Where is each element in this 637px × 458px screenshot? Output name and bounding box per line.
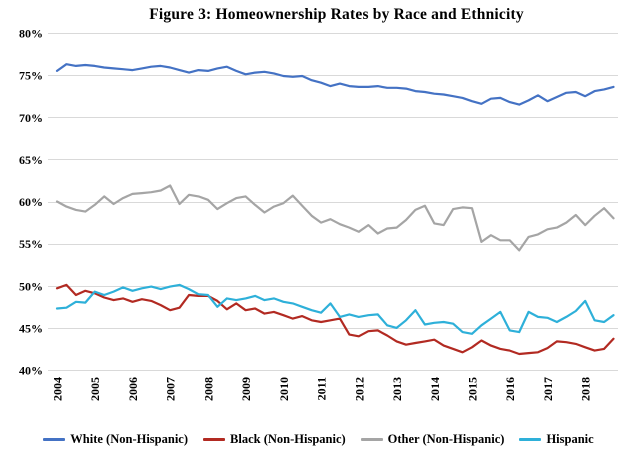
y-axis-tick-label: 50% [19,279,43,293]
x-axis-tick-label: 2010 [277,377,291,401]
x-axis-tick-label: 2018 [579,377,593,401]
y-axis-tick-label: 40% [19,364,43,378]
legend-item-hispanic: Hispanic [519,431,594,447]
x-axis-tick-label: 2007 [164,377,178,401]
y-axis-tick-label: 45% [19,321,43,335]
legend-label: Hispanic [546,431,594,446]
y-axis-tick-label: 60% [19,195,43,209]
y-axis-tick-label: 75% [19,69,43,83]
y-axis-tick-label: 80% [19,27,43,41]
x-axis-tick-label: 2016 [503,377,517,401]
series-line-hispanic [55,283,615,335]
y-axis-tick-label: 65% [19,153,43,167]
x-axis-tick-label: 2014 [428,377,442,401]
legend-label: White (Non-Hispanic) [70,431,189,446]
series-line-black-non-hispanic [55,283,615,356]
series-line-other-non-hispanic [55,184,615,252]
chart-title: Figure 3: Homeownership Rates by Race an… [149,6,524,23]
legend-item-black-non-hispanic: Black (Non-Hispanic) [203,432,346,447]
x-axis-tick-label: 2005 [88,377,102,401]
legend-label: Black (Non-Hispanic) [230,431,346,446]
legend-marker-other-non-hispanic [360,437,383,441]
x-axis-tick-label: 2008 [201,377,215,401]
x-axis-tick-label: 2012 [352,377,366,401]
legend-item-white-non-hispanic: White (Non-Hispanic) [43,432,188,447]
chart-legend: White (Non-Hispanic) Black (Non-Hispanic)… [0,428,637,450]
y-axis-tick-label: 70% [19,111,43,125]
x-axis-tick-label: 2015 [466,377,480,401]
x-axis-tick-label: 2009 [239,377,253,401]
legend-marker-white-non-hispanic [43,437,66,441]
y-axis-tick-label: 55% [19,237,43,251]
x-axis-tick-label: 2017 [541,377,555,401]
legend-marker-black-non-hispanic [203,437,226,441]
x-axis-tick-label: 2006 [126,377,140,401]
legend-marker-hispanic [519,437,542,441]
series-line-white-non-hispanic [55,63,615,106]
x-axis-tick-label: 2011 [315,377,329,400]
x-axis-tick-label: 2013 [390,377,404,401]
x-axis-tick-label: 2004 [51,377,65,401]
legend-item-other-non-hispanic: Other (Non-Hispanic) [360,431,505,447]
legend-label: Other (Non-Hispanic) [387,431,505,446]
